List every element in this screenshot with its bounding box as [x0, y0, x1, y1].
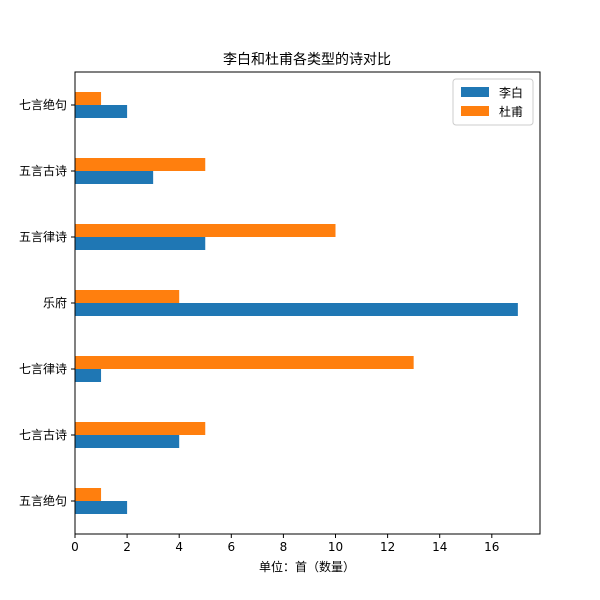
bar-dufu-3	[75, 290, 180, 303]
x-axis-label: 单位：首（数量）	[259, 559, 355, 574]
bars-group	[75, 92, 518, 514]
y-axis-ticks: 五言绝句 七言古诗 七言律诗 乐府 五言律诗 五言古诗 七言绝句	[19, 97, 75, 508]
bar-dufu-2	[75, 356, 414, 369]
bar-libai-4	[75, 237, 206, 250]
legend-swatch	[461, 106, 489, 116]
y-tick-label: 五言古诗	[19, 163, 67, 178]
legend-label: 杜甫	[499, 104, 523, 119]
x-tick-label: 14	[432, 540, 447, 554]
bar-dufu-5	[75, 158, 206, 171]
y-tick-label: 乐府	[43, 295, 67, 310]
x-tick-label: 4	[175, 540, 183, 554]
bar-dufu-6	[75, 92, 102, 105]
y-tick-label: 七言律诗	[19, 362, 67, 376]
y-tick-label: 七言古诗	[19, 427, 67, 442]
bar-libai-5	[75, 171, 154, 184]
bar-dufu-0	[75, 488, 102, 501]
plot-frame	[74, 71, 541, 535]
bar-dufu-4	[75, 224, 336, 237]
x-tick-label: 10	[328, 540, 343, 554]
bar-libai-0	[75, 501, 128, 514]
x-tick-label: 8	[280, 540, 288, 554]
x-tick-label: 12	[380, 540, 395, 554]
y-tick-label: 七言绝句	[19, 97, 67, 112]
chart-title: 李白和杜甫各类型的诗对比	[223, 52, 391, 68]
bar-libai-2	[75, 369, 102, 382]
legend-swatch	[461, 87, 489, 97]
legend-label: 李白	[499, 85, 523, 100]
x-tick-label: 2	[123, 540, 131, 554]
x-axis-ticks: 0 2 4 6 8 10 12 14 16	[71, 534, 499, 554]
x-tick-label: 0	[71, 540, 79, 554]
y-tick-label: 五言绝句	[19, 493, 67, 508]
bar-libai-6	[75, 105, 128, 118]
y-tick-label: 五言律诗	[19, 230, 67, 244]
bar-dufu-1	[75, 422, 206, 435]
x-tick-label: 16	[484, 540, 499, 554]
bar-libai-1	[75, 435, 180, 448]
bar-libai-3	[75, 303, 518, 316]
x-tick-label: 6	[227, 540, 235, 554]
